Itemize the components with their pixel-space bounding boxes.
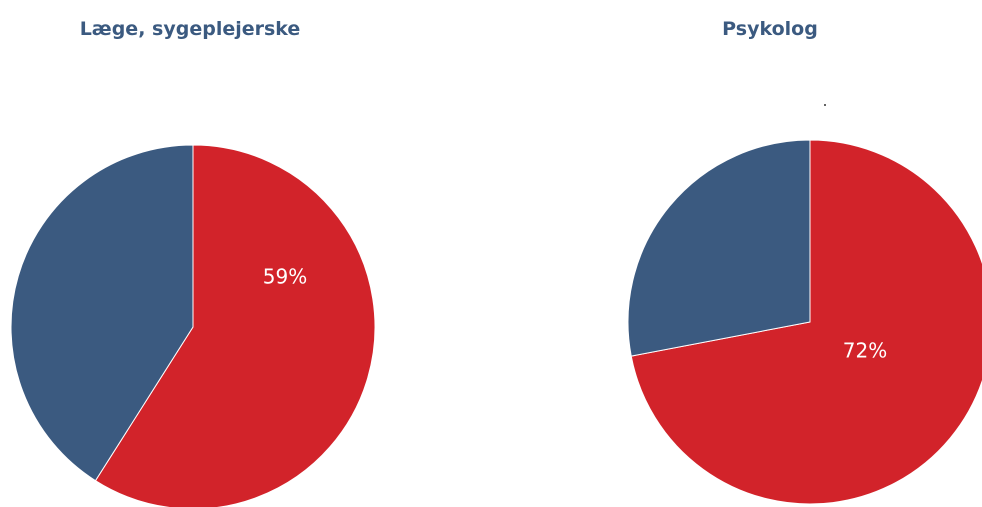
pie-1-slice-1 (94, 144, 376, 507)
stray-dot (824, 104, 826, 106)
pie-2-slice-1 (630, 139, 982, 505)
pie-2-slice-1-label: 72% (843, 339, 887, 363)
pie-1-title: Læge, sygeplejerske (79, 18, 301, 40)
pie-1-slice-1-label: 59% (263, 265, 307, 289)
pie-2-title: Psykolog (722, 18, 818, 40)
pie-2-slice-2 (627, 139, 811, 357)
pie-1-slice-2 (10, 144, 194, 482)
